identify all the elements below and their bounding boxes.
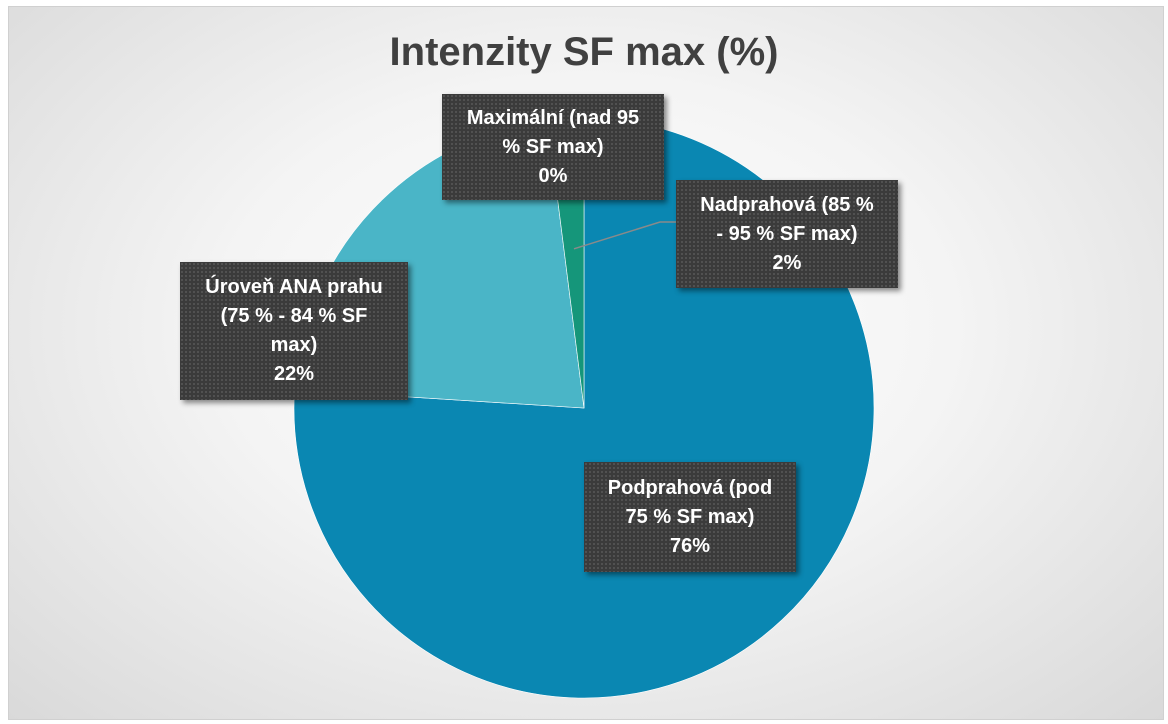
slice-value-label: 2%: [772, 251, 802, 274]
slice-label-line: % SF max): [502, 135, 604, 158]
slice-value-label: 0%: [538, 164, 568, 187]
slice-value-label: 22%: [273, 363, 315, 385]
data-label-podprahova: Podprahová (pod 75 % SF max) 76%: [584, 462, 796, 572]
slice-label-line: Podprahová (pod: [607, 476, 773, 499]
leader-line: [573, 221, 676, 250]
slice-label-line: Nadprahová (85 %: [700, 193, 874, 216]
slice-label-line: (75 % - 84 % SF: [220, 305, 368, 327]
slice-label-line: max): [270, 334, 318, 356]
slice-label-line: Úroveň ANA prahu: [205, 276, 383, 298]
chart-title: Intenzity SF max (%): [389, 30, 779, 74]
slice-label-line: 75 % SF max): [625, 505, 755, 528]
slice-value-label: 76%: [669, 534, 711, 557]
slice-label-line: - 95 % SF max): [716, 222, 858, 245]
slice-label-line: Maximální (nad 95: [466, 106, 640, 129]
data-label-uroven-ana-prahu: Úroveň ANA prahu (75 % - 84 % SF max) 22…: [180, 262, 408, 400]
data-label-maximalni: Maximální (nad 95 % SF max) 0%: [442, 94, 664, 200]
data-label-nadprahova: Nadprahová (85 % - 95 % SF max) 2%: [676, 180, 898, 288]
